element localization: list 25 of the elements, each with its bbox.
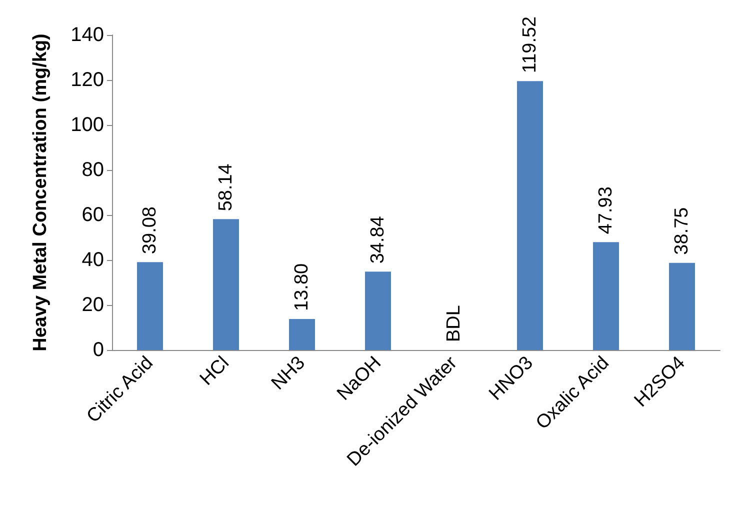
y-tick-label: 60 bbox=[82, 204, 104, 226]
bar bbox=[137, 262, 163, 350]
text: BDL bbox=[444, 305, 464, 342]
bar bbox=[517, 81, 543, 350]
y-tick-label: 100 bbox=[70, 114, 104, 136]
data-label: 39.08 bbox=[140, 206, 160, 254]
data-label: 34.84 bbox=[368, 216, 388, 264]
y-tick-label: 20 bbox=[82, 294, 104, 316]
y-tick-label: 140 bbox=[70, 24, 104, 46]
y-tick-label: 120 bbox=[70, 69, 104, 91]
x-tick-label: HCl bbox=[196, 352, 234, 390]
y-tick-label: 0 bbox=[92, 339, 104, 361]
bar bbox=[365, 272, 391, 350]
data-label: 47.93 bbox=[596, 186, 616, 234]
bar bbox=[593, 242, 619, 350]
y-tick-label: 40 bbox=[82, 249, 104, 271]
data-label: 58.14 bbox=[216, 163, 236, 212]
y-tick-label: 80 bbox=[82, 159, 104, 181]
bar bbox=[289, 318, 315, 350]
bar bbox=[213, 219, 239, 350]
bar bbox=[669, 262, 695, 350]
y-axis-title: Heavy Metal Concentration (mg/kg) bbox=[30, 34, 51, 352]
data-label: 38.75 bbox=[672, 207, 692, 255]
data-label: 13.80 bbox=[292, 263, 312, 311]
data-label: 119.52 bbox=[520, 16, 540, 74]
